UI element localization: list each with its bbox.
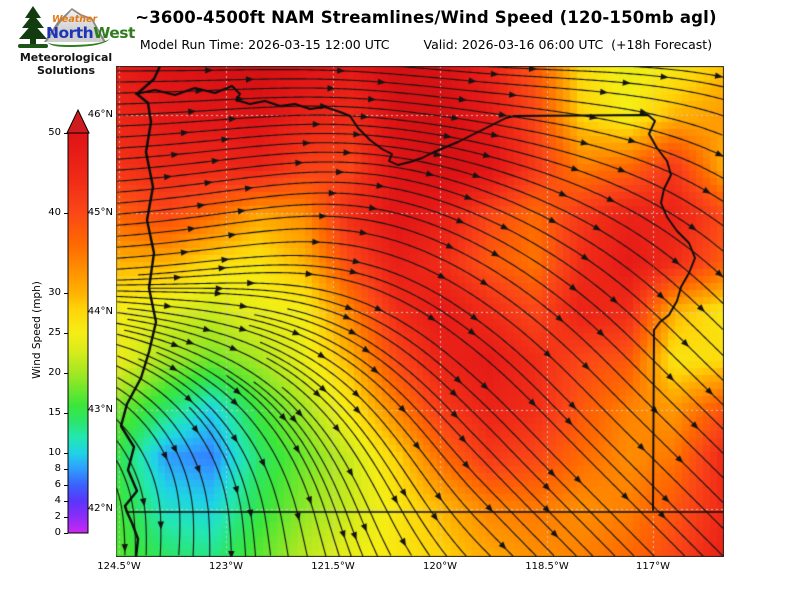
valid-time: Valid: 2026-03-16 06:00 UTC (+18h Foreca… [423,37,713,52]
colorbar-tick [64,533,68,534]
lat-tick-label: 42°N [87,503,113,514]
colorbar-tick [64,333,68,334]
lat-tick-label: 43°N [87,404,113,415]
streamline-wind-map [116,66,724,557]
colorbar-tick [64,469,68,470]
lon-tick-label: 117°W [636,561,670,572]
lon-tick-label: 120°W [423,561,457,572]
colorbar-tick-label: 0 [54,527,61,538]
colorbar-bar [67,132,89,534]
colorbar-tick [64,453,68,454]
colorbar-tick [64,293,68,294]
colorbar-tick [64,413,68,414]
run-valid-subtitle: Model Run Time: 2026-03-15 12:00 UTC Vali… [120,37,732,52]
colorbar-tick-label: 4 [54,495,61,506]
colorbar-tick [64,133,68,134]
lat-tick-label: 46°N [87,109,113,120]
colorbar-tick [64,517,68,518]
colorbar-tick-label: 15 [48,407,61,418]
colorbar-tick [64,373,68,374]
lat-tick-label: 44°N [87,306,113,317]
colorbar-tick-label: 20 [48,367,61,378]
colorbar-tick [64,213,68,214]
colorbar-tick-label: 8 [54,463,61,474]
colorbar-tick-label: 30 [48,287,61,298]
logo-art: Weather NorthWest [18,6,135,50]
lon-tick-label: 118.5°W [525,561,569,572]
colorbar-tick-label: 6 [54,479,61,490]
model-run-time: Model Run Time: 2026-03-15 12:00 UTC [139,37,390,52]
page-title: ~3600-4500ft NAM Streamlines/Wind Speed … [135,8,717,27]
lon-tick-label: 121.5°W [311,561,355,572]
lat-tick-label: 45°N [87,207,113,218]
colorbar-tick-label: 2 [54,511,61,522]
colorbar-tick [64,485,68,486]
lon-tick-label: 124.5°W [97,561,141,572]
logo-weather-text: Weather [52,14,98,25]
logo-tagline: Meteorological Solutions [19,51,113,77]
colorbar-tick-label: 50 [48,127,61,138]
pine-tree-icon [18,6,48,50]
colorbar-tick-label: 25 [48,327,61,338]
colorbar-tick-label: 40 [48,207,61,218]
colorbar-tick-label: 10 [48,447,61,458]
lon-tick-label: 123°W [209,561,243,572]
logo-swoosh [48,31,110,47]
colorbar [66,108,90,534]
weathernorthwest-logo: Weather NorthWest Meteorological Solutio… [16,4,135,77]
colorbar-tick [64,501,68,502]
